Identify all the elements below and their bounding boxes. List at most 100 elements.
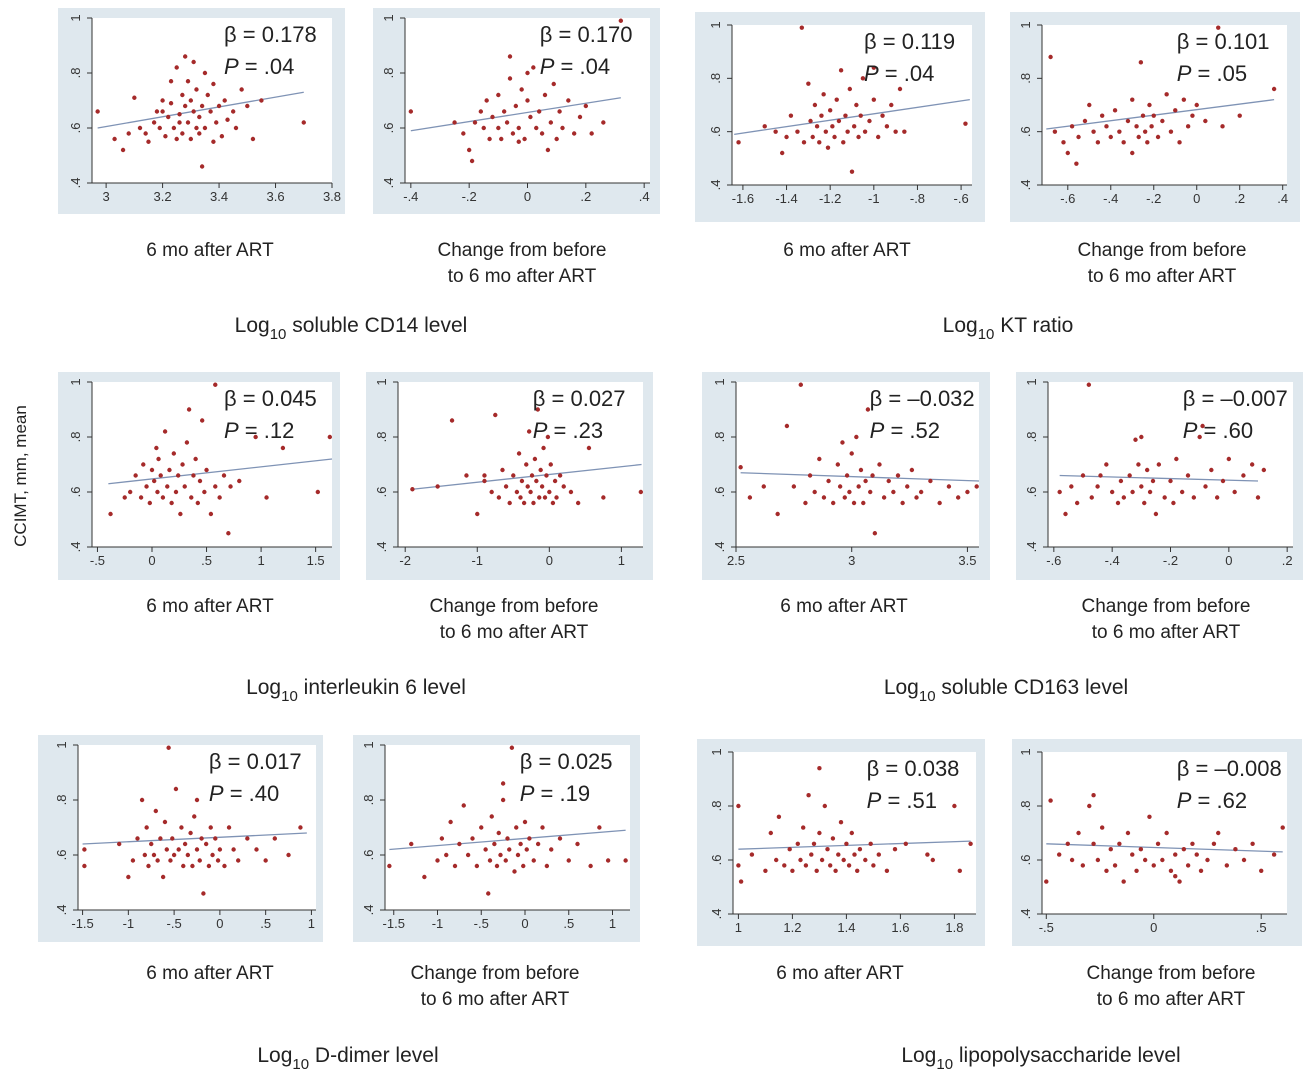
plot-area — [736, 382, 979, 547]
data-point — [774, 857, 779, 863]
data-point — [245, 103, 250, 109]
data-point — [162, 819, 168, 825]
data-point — [315, 489, 321, 495]
data-point — [549, 847, 554, 852]
data-point — [886, 478, 891, 484]
data-point — [133, 473, 138, 478]
data-point — [465, 852, 471, 858]
data-point — [844, 841, 849, 846]
p-value: = .04 — [239, 54, 295, 79]
y-tick-label: .6 — [68, 487, 83, 498]
data-point — [153, 808, 159, 814]
data-point — [1076, 134, 1081, 140]
data-point — [568, 489, 574, 495]
p-value: = .51 — [881, 788, 937, 813]
data-point — [795, 841, 800, 846]
x-tick-label: 1 — [735, 920, 742, 935]
p-value: = .05 — [1191, 61, 1247, 86]
data-point — [1142, 857, 1148, 863]
data-point — [481, 125, 486, 131]
group-title-rest: soluble CD14 level — [286, 314, 467, 337]
data-point — [1074, 500, 1080, 506]
data-point — [1173, 108, 1178, 113]
data-point — [583, 103, 589, 109]
data-point — [1220, 478, 1226, 484]
data-point — [1185, 124, 1191, 129]
panel-x-label-line: 6 mo after ART — [776, 963, 904, 984]
data-point — [138, 495, 144, 500]
data-point — [525, 98, 530, 103]
data-point — [231, 847, 236, 852]
y-tick-label: .6 — [381, 123, 396, 134]
data-point — [449, 418, 455, 423]
x-tick-label: .2 — [1282, 553, 1293, 568]
data-point — [846, 863, 852, 868]
panel-x-label-line: Change from before — [411, 963, 580, 984]
data-point — [817, 830, 822, 836]
data-point — [749, 852, 755, 857]
data-point — [1241, 473, 1246, 478]
data-point — [880, 113, 885, 118]
data-point — [503, 484, 509, 489]
data-point — [500, 797, 506, 803]
data-point — [531, 65, 536, 70]
data-point — [856, 134, 861, 140]
group-title-3: Log10 interleukin 6 level — [246, 676, 466, 705]
x-tick-label: -.5 — [167, 916, 182, 931]
data-point — [747, 495, 753, 500]
data-point — [235, 858, 241, 863]
data-point — [168, 79, 174, 84]
data-point — [1173, 874, 1178, 879]
data-point — [1117, 129, 1122, 134]
data-point — [245, 836, 250, 841]
data-point — [1112, 108, 1118, 113]
data-point — [540, 825, 545, 830]
data-point — [857, 847, 863, 852]
p-value: = .04 — [879, 61, 935, 86]
x-tick-label: .5 — [563, 916, 574, 931]
y-tick-label: .8 — [709, 801, 724, 812]
data-point — [870, 473, 875, 478]
data-point — [529, 473, 535, 478]
data-point — [799, 25, 805, 30]
data-point — [498, 852, 503, 858]
data-point — [909, 467, 915, 473]
p-value-label: P = .19 — [520, 781, 590, 806]
data-point — [250, 136, 256, 142]
y-tick-label: .8 — [381, 68, 396, 79]
data-point — [190, 863, 195, 869]
data-point — [946, 484, 952, 489]
data-point — [470, 836, 475, 841]
data-point — [561, 484, 566, 489]
data-point — [1164, 92, 1169, 97]
x-tick-label: .5 — [201, 553, 212, 568]
p-value: = .40 — [224, 781, 280, 806]
y-tick-label: .6 — [68, 123, 83, 134]
fit-line — [97, 91, 304, 129]
data-point — [503, 858, 508, 863]
x-tick-label: 1 — [609, 916, 616, 931]
beta-label: β = 0.045 — [224, 386, 317, 411]
data-point — [1145, 140, 1150, 145]
data-point — [272, 836, 278, 841]
data-point — [1160, 118, 1165, 124]
y-tick-label: .8 — [361, 795, 376, 806]
data-point — [1095, 484, 1100, 489]
data-point — [197, 131, 202, 136]
data-point — [811, 841, 817, 846]
data-point — [191, 59, 196, 65]
data-point — [171, 125, 177, 131]
data-point — [507, 847, 512, 852]
x-tick-label: 1.2 — [783, 920, 801, 935]
panel-x-label-line: 6 mo after ART — [780, 596, 908, 617]
data-point — [208, 109, 213, 114]
data-point — [82, 847, 87, 852]
x-tick-label: 1 — [618, 553, 625, 568]
x-tick-label: -.8 — [910, 191, 925, 206]
data-point — [1065, 150, 1070, 156]
scatter-panel-7: 2.5 3 3.5 .4 .6 .8 1 β = –0.032 P = .52 6 mo afte… — [702, 372, 990, 617]
data-point — [494, 863, 500, 869]
x-tick-label: -.6 — [1046, 553, 1061, 568]
data-point — [82, 863, 87, 869]
